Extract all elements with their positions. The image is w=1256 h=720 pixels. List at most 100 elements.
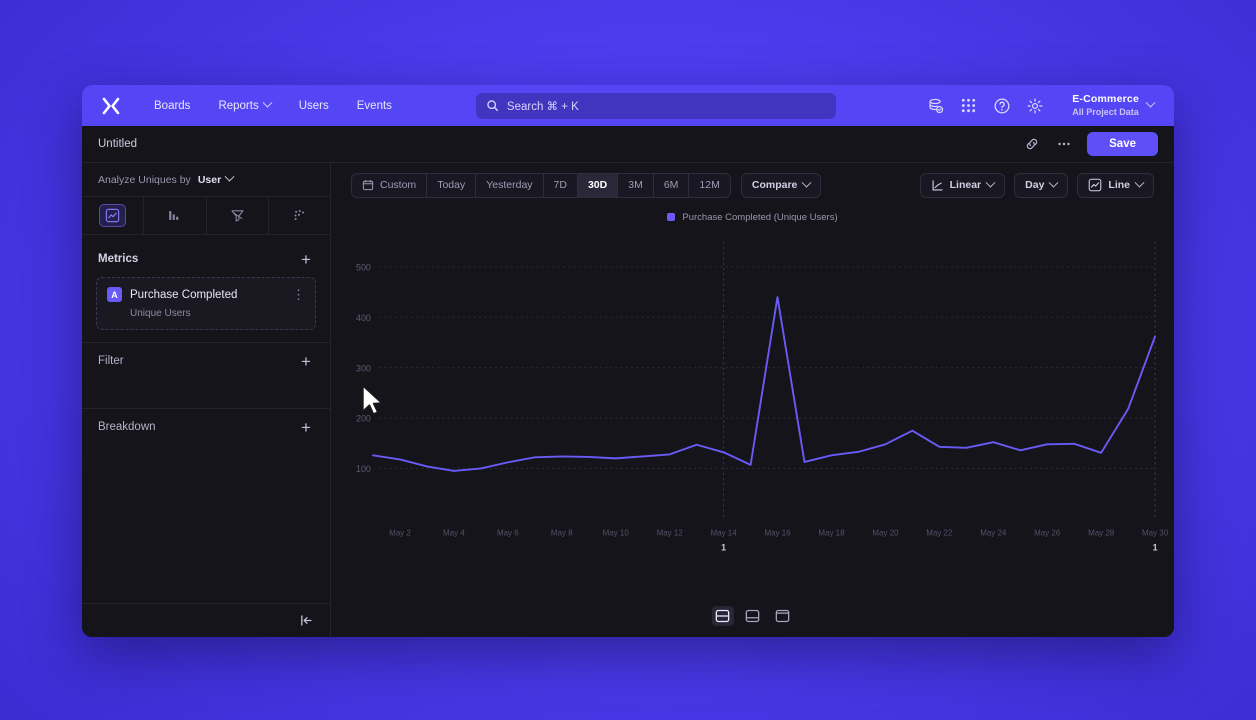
nav-item-boards-label: Boards xyxy=(154,99,191,112)
project-selector[interactable]: E-Commerce All Project Data xyxy=(1068,91,1158,120)
link-icon[interactable] xyxy=(1023,135,1041,153)
y-axis-tick-label: 500 xyxy=(356,263,371,273)
line-chart-icon xyxy=(99,204,127,227)
x-logo-icon[interactable] xyxy=(98,93,124,119)
database-icon[interactable] xyxy=(926,96,945,115)
metric-options-icon[interactable]: ⋮ xyxy=(292,287,305,302)
metric-badge: A xyxy=(107,287,122,302)
x-axis-tick-label: May 14 xyxy=(711,529,738,538)
date-range-3m[interactable]: 3M xyxy=(618,173,654,197)
date-range-selector: Custom Today Yesterday 7D 30D xyxy=(351,172,731,198)
nav-item-users[interactable]: Users xyxy=(285,95,343,117)
analyze-unit-dropdown[interactable]: User xyxy=(198,171,235,186)
x-axis-tick-label: May 4 xyxy=(443,529,465,538)
report-title[interactable]: Untitled xyxy=(98,138,137,150)
date-range-custom[interactable]: Custom xyxy=(352,173,428,197)
date-range-30d[interactable]: 30D xyxy=(577,173,619,197)
x-axis-tick-label: May 26 xyxy=(1034,529,1061,538)
chart-series-line-0 xyxy=(372,296,1157,472)
chevron-down-icon xyxy=(262,97,273,108)
nav-item-reports[interactable]: Reports xyxy=(204,95,284,117)
date-range-7d-label: 7D xyxy=(553,179,567,191)
compare-dropdown[interactable]: Compare xyxy=(740,172,822,198)
x-axis-tick-label: May 12 xyxy=(657,529,684,538)
nav-item-events[interactable]: Events xyxy=(343,95,406,117)
x-axis-tick-label: May 2 xyxy=(389,529,411,538)
add-filter-button[interactable]: + xyxy=(301,351,311,371)
granularity-dropdown[interactable]: Day xyxy=(1014,172,1069,198)
date-range-30d-label: 30D xyxy=(587,179,608,191)
metrics-title: Metrics xyxy=(98,253,139,265)
save-button[interactable]: Save xyxy=(1087,132,1158,156)
chart-options: Linear Day Line xyxy=(919,172,1154,198)
chart-only-view-icon[interactable] xyxy=(742,606,764,626)
granularity-label: Day xyxy=(1025,179,1045,191)
chevron-down-icon xyxy=(1145,97,1156,108)
date-range-6m[interactable]: 6M xyxy=(654,173,690,197)
visualization-tabs xyxy=(82,197,330,235)
filter-title: Filter xyxy=(98,355,124,367)
date-range-custom-label: Custom xyxy=(380,179,417,191)
x-axis-tick-label: May 20 xyxy=(872,529,899,538)
date-range-12m-label: 12M xyxy=(699,179,720,191)
workspace: Analyze Uniques by User xyxy=(82,163,1174,637)
chevron-down-icon xyxy=(224,171,235,182)
x-axis-tick-label: May 28 xyxy=(1088,529,1115,538)
split-view-icon[interactable] xyxy=(711,606,734,626)
scatter-tab[interactable] xyxy=(269,197,330,234)
add-breakdown-button[interactable]: + xyxy=(301,417,311,437)
divider xyxy=(82,342,330,343)
compare-label: Compare xyxy=(751,179,798,191)
metrics-header: Metrics + xyxy=(82,241,330,277)
x-axis-tick-label: May 22 xyxy=(926,529,953,538)
x-axis-tick-label: May 24 xyxy=(980,529,1007,538)
chart-type-dropdown[interactable]: Line xyxy=(1077,172,1154,198)
chart-footer xyxy=(331,595,1174,637)
chart-legend: Purchase Completed (Unique Users) xyxy=(331,207,1174,227)
metric-item[interactable]: A Purchase Completed ⋮ Unique Users xyxy=(96,277,316,330)
search-input[interactable]: Search ⌘ + K xyxy=(475,92,836,119)
chevron-down-icon xyxy=(801,177,812,188)
x-axis-tick-label: May 30 xyxy=(1142,529,1169,538)
scale-dropdown[interactable]: Linear xyxy=(919,172,1006,198)
date-range-today-label: Today xyxy=(437,179,466,191)
panel-footer xyxy=(82,603,330,637)
nav-item-events-label: Events xyxy=(356,99,392,112)
date-range-today[interactable]: Today xyxy=(427,173,477,197)
calendar-icon xyxy=(362,179,374,191)
date-range-7d[interactable]: 7D xyxy=(544,173,578,197)
apps-grid-icon[interactable] xyxy=(959,96,978,115)
ellipsis-icon[interactable] xyxy=(1055,135,1073,153)
date-range-yesterday[interactable]: Yesterday xyxy=(476,173,544,197)
table-only-view-icon[interactable] xyxy=(772,606,794,626)
app-window: Boards Reports Users Events Search ⌘ + K xyxy=(82,85,1174,637)
bar-chart-tab[interactable] xyxy=(144,197,207,234)
top-navigation-bar: Boards Reports Users Events Search ⌘ + K xyxy=(82,85,1174,126)
project-subtitle: All Project Data xyxy=(1072,107,1139,117)
x-axis-tick-label: May 18 xyxy=(818,529,845,538)
chevron-down-icon xyxy=(985,177,996,188)
x-axis-tick-label: May 8 xyxy=(551,529,573,538)
funnel-tab[interactable] xyxy=(207,197,269,234)
plot-wrapper: 100 200 300 400 500 May 2 May 4 May 6 May 8 May 1… xyxy=(331,227,1174,595)
metric-subtitle: Unique Users xyxy=(130,308,191,319)
breakdown-header: Breakdown + xyxy=(82,409,330,445)
date-range-12m[interactable]: 12M xyxy=(689,174,729,197)
chart-area: Custom Today Yesterday 7D 30D xyxy=(331,163,1174,637)
legend-swatch xyxy=(667,213,676,221)
nav-item-boards[interactable]: Boards xyxy=(140,95,204,117)
query-builder-panel: Analyze Uniques by User xyxy=(82,163,331,637)
report-title-bar: Untitled Save xyxy=(82,126,1174,163)
add-metric-button[interactable]: + xyxy=(301,249,311,269)
collapse-panel-icon[interactable] xyxy=(299,613,314,628)
line-chart-plot[interactable]: 100 200 300 400 500 May 2 May 4 May 6 May 8 May 1… xyxy=(331,227,1174,573)
help-circle-icon[interactable] xyxy=(992,96,1011,115)
analyze-uniques-row: Analyze Uniques by User xyxy=(82,163,330,197)
axis-icon xyxy=(932,179,943,190)
funnel-icon xyxy=(225,205,250,226)
date-range-3m-label: 3M xyxy=(628,179,643,191)
y-axis-tick-label: 200 xyxy=(356,414,371,424)
y-axis-tick-label: 400 xyxy=(356,313,371,323)
line-chart-tab[interactable] xyxy=(82,197,145,234)
gear-icon[interactable] xyxy=(1025,96,1044,115)
